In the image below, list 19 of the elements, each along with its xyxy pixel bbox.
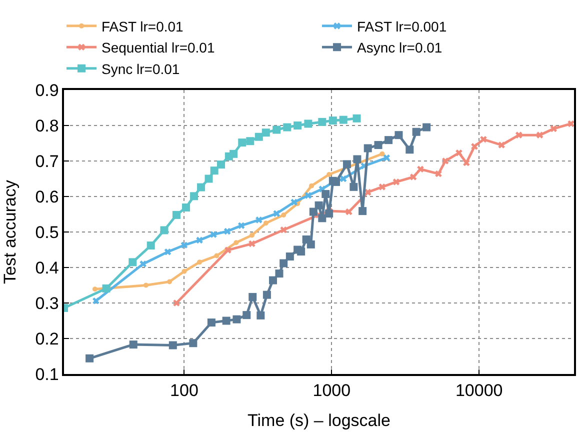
legend-label: Async lr=0.01 [357,40,442,56]
x-tick-label: 10000 [455,381,503,400]
y-tick-label: 0.1 [35,364,59,384]
legend-label: Sync lr=0.01 [102,60,180,77]
legend-label: FAST lr=0.001 [357,18,447,34]
y-tick-label: 0.7 [35,152,59,171]
x-axis-title: Time (s) – logscale [248,411,390,430]
y-tick-label: 0.3 [35,294,59,313]
legend-label: Sequential lr=0.01 [102,40,215,56]
y-tick-label: 0.6 [35,187,59,206]
y-tick-label: 0.8 [35,116,59,136]
x-tick-label: 1000 [312,381,351,400]
y-tick-label: 0.4 [35,258,59,278]
y-tick-label: 0.2 [35,329,59,348]
y-tick-label: 0.9 [35,80,59,100]
y-tick-label: 0.5 [35,222,59,242]
legend-label: FAST lr=0.01 [102,18,184,34]
y-axis-title: Test accuracy [0,180,20,284]
x-tick-label: 100 [170,381,198,400]
